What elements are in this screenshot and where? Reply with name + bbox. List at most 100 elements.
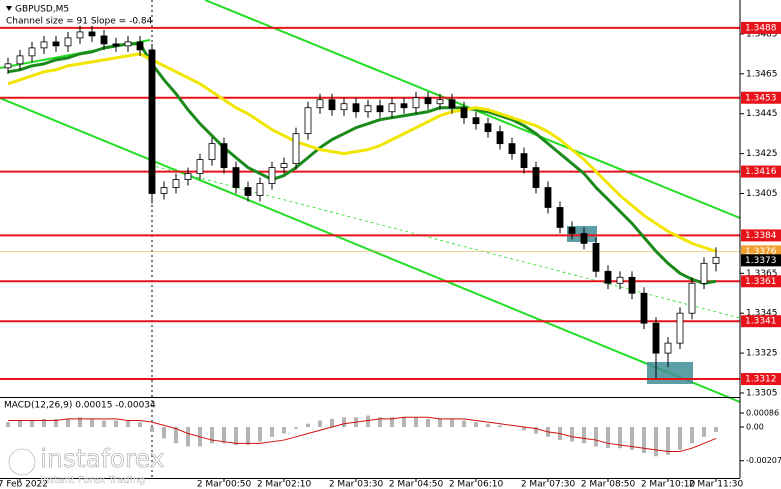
candle-body: [412, 97, 420, 109]
macd-bar: [102, 420, 106, 428]
y-tick-label: 1.3485: [746, 29, 778, 39]
candle-body: [340, 103, 348, 111]
candle-body: [448, 99, 456, 109]
level-label-box: [741, 91, 781, 104]
candle-body: [316, 99, 324, 109]
ask-label-box: [741, 245, 781, 258]
macd-bar: [534, 427, 538, 434]
candle-body: [64, 37, 72, 47]
macd-bar: [714, 427, 718, 432]
macd-bar: [342, 417, 346, 428]
candle-body: [352, 103, 360, 113]
macd-bar: [498, 425, 502, 428]
macd-bar: [330, 418, 334, 428]
macd-bar: [258, 427, 262, 442]
level-label: 1.3312: [745, 375, 777, 385]
level-label-box: [741, 165, 781, 178]
macd-bar: [138, 422, 142, 428]
candle-body: [16, 55, 24, 65]
macd-bar: [390, 417, 394, 428]
macd-bar: [522, 427, 526, 431]
level-label: 1.3453: [745, 93, 777, 103]
candle-body: [388, 103, 396, 113]
x-tick-label: 2 Mar 03:30: [329, 480, 384, 489]
candle-body: [520, 153, 528, 168]
watermark-logo-outline: [8, 448, 36, 476]
chart-subtitle: Channel size = 91 Slope = -0.84: [6, 17, 153, 27]
y-tick-label: 1.3445: [746, 109, 778, 119]
candle-body: [232, 167, 240, 188]
candle-body: [556, 207, 564, 228]
macd-bar: [366, 415, 370, 428]
level-label-box: [741, 373, 781, 386]
x-tick-label: 2 Mar 10:10: [641, 480, 696, 489]
macd-bar: [174, 427, 178, 444]
macd-bar: [30, 420, 34, 428]
candle-body: [400, 103, 408, 109]
candle-body: [628, 276, 636, 294]
candle-body: [592, 242, 600, 272]
x-tick-label: 2 Mar 02:10: [257, 480, 312, 489]
macd-bar: [666, 427, 670, 455]
macd-bar: [606, 427, 610, 449]
candle-body: [280, 163, 288, 168]
macd-bar: [234, 427, 238, 445]
y-tick-label: 1.3425: [746, 149, 778, 159]
macd-bar: [294, 427, 298, 429]
level-label: 1.3384: [745, 231, 777, 241]
channel-lower: [0, 97, 741, 403]
macd-bar: [486, 423, 490, 428]
y-tick-label: 1.3465: [746, 69, 778, 79]
candle-body: [472, 117, 480, 125]
moving-average: [7, 52, 717, 253]
menu-icon[interactable]: [6, 6, 12, 11]
macd-y-tick-label: -0.00207: [746, 456, 781, 465]
macd-bar: [42, 418, 46, 428]
macd-bar: [90, 418, 94, 428]
macd-signal: [8, 416, 717, 452]
candle-body: [688, 282, 696, 314]
macd-bar: [462, 420, 466, 428]
candle-body: [496, 131, 504, 145]
macd-bar: [702, 427, 706, 437]
candle-body: [616, 276, 624, 284]
candle-body: [220, 143, 228, 168]
candle-body: [124, 41, 132, 47]
candle-body: [100, 35, 108, 45]
macd-bar: [318, 420, 322, 428]
candle-body: [40, 41, 48, 49]
x-tick-label: 2 Mar 06:10: [449, 480, 504, 489]
macd-bar: [210, 427, 214, 444]
candle-body: [244, 187, 252, 196]
x-tick-label: 2 Mar 11:30: [689, 480, 744, 489]
level-label-box: [741, 21, 781, 34]
candle-body: [256, 183, 264, 196]
macd-bar: [114, 420, 118, 428]
level-label: 1.3341: [745, 317, 777, 327]
macd-bar: [282, 427, 286, 434]
candle-body: [184, 173, 192, 180]
candle-body: [88, 31, 96, 37]
candle-body: [4, 63, 12, 69]
candle-body: [532, 167, 540, 188]
macd-bar: [414, 417, 418, 428]
macd-bar: [690, 427, 694, 444]
macd-bar: [18, 420, 22, 428]
candle-body: [484, 123, 492, 133]
macd-bar: [66, 418, 70, 428]
macd-bar: [186, 427, 190, 447]
macd-bar: [678, 427, 682, 450]
y-tick-label: 1.3365: [746, 269, 778, 279]
x-tick-label: 2 Mar 07:30: [521, 480, 576, 489]
macd-y-tick-label: 0.00086: [746, 409, 779, 418]
candle-body: [304, 107, 312, 135]
level-label: 1.3416: [745, 167, 777, 177]
candle-body: [508, 143, 516, 155]
candle-body: [28, 47, 36, 57]
candle-body: [436, 99, 444, 105]
watermark-tagline: Instant Forex Trading: [40, 475, 145, 486]
candle-body: [292, 133, 300, 164]
macd-bar: [438, 418, 442, 428]
